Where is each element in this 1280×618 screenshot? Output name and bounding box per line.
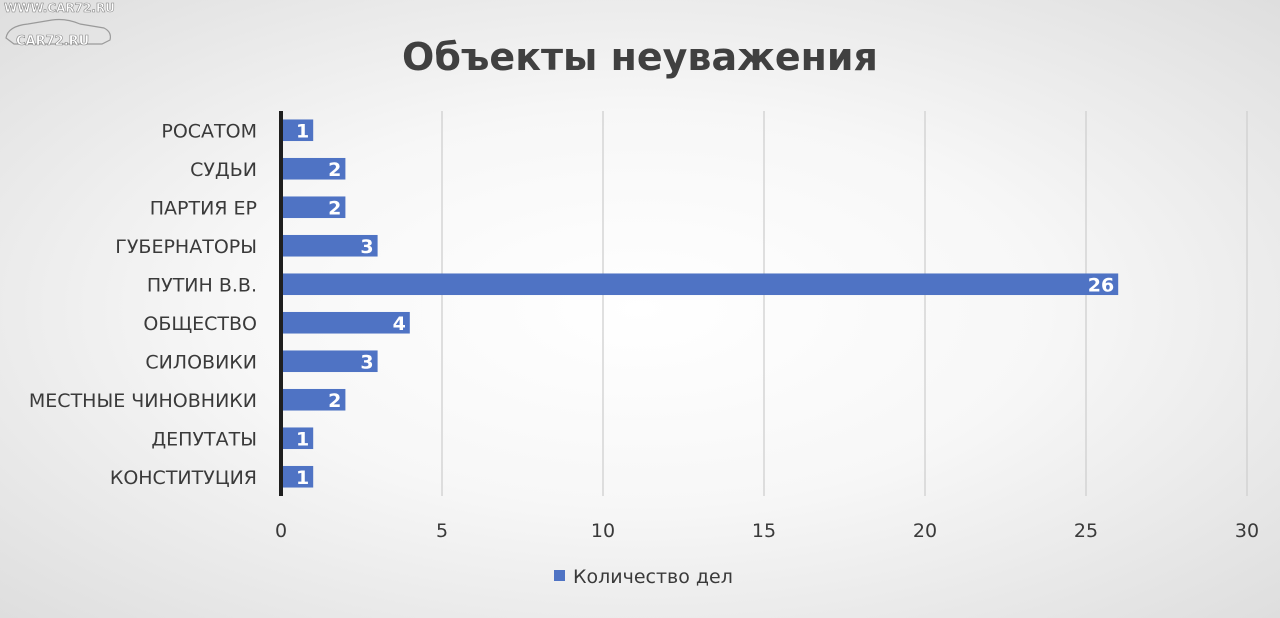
watermark-logo: CAR72.RU (16, 34, 89, 49)
category-label: МЕСТНЫЕ ЧИНОВНИКИ (29, 390, 257, 412)
bar (281, 273, 1119, 296)
bar-value-label: 3 (360, 236, 373, 258)
bar (281, 157, 346, 180)
category-labels: РОСАТОМ СУДЬИ ПАРТИЯ ЕР ГУБЕРНАТОРЫ ПУТИН В.… (29, 120, 257, 489)
category-label: СУДЬИ (190, 159, 257, 181)
x-tick-label: 0 (275, 520, 287, 542)
bar (281, 119, 314, 142)
gridlines (441, 111, 1248, 496)
bar (281, 465, 314, 488)
bar-value-label: 2 (328, 390, 341, 412)
category-label: ГУБЕРНАТОРЫ (115, 236, 257, 258)
category-label: РОСАТОМ (161, 120, 257, 142)
category-label: ПУТИН В.В. (147, 274, 257, 296)
bar-value-label: 4 (393, 313, 406, 335)
bar (281, 311, 410, 334)
category-label: СИЛОВИКИ (145, 351, 257, 373)
x-tick-label: 5 (436, 520, 448, 542)
legend: Количество дел (554, 566, 733, 588)
bar (281, 427, 314, 450)
car-logo-icon (5, 18, 111, 45)
bar-value-label: 26 (1088, 274, 1114, 296)
bar-value-label: 2 (328, 197, 341, 219)
x-tick-label: 10 (591, 520, 615, 542)
x-tick-label: 15 (752, 520, 776, 542)
bar-value-label: 3 (360, 351, 373, 373)
watermark-url: WWW.CAR72.RU (4, 1, 115, 15)
watermark: WWW.CAR72.RU CAR72.RU (4, 1, 115, 50)
category-label: ПАРТИЯ ЕР (150, 197, 257, 219)
category-label: ОБЩЕСТВО (143, 313, 257, 335)
legend-swatch (554, 570, 565, 581)
bar-value-label: 1 (296, 120, 309, 142)
bar-value-label: 2 (328, 159, 341, 181)
bar-value-label: 1 (296, 428, 309, 450)
bar (281, 350, 378, 373)
bar (281, 234, 378, 257)
x-tick-labels: 0 5 10 15 20 25 30 (275, 520, 1259, 542)
x-tick-label: 25 (1074, 520, 1098, 542)
x-tick-label: 20 (913, 520, 937, 542)
x-tick-label: 30 (1235, 520, 1259, 542)
bar-value-label: 1 (296, 467, 309, 489)
chart-title: Объекты неуважения (402, 35, 878, 79)
bar (281, 388, 346, 411)
bar (281, 196, 346, 219)
legend-label: Количество дел (573, 566, 733, 588)
category-label: ДЕПУТАТЫ (151, 428, 257, 450)
category-label: КОНСТИТУЦИЯ (110, 467, 257, 489)
